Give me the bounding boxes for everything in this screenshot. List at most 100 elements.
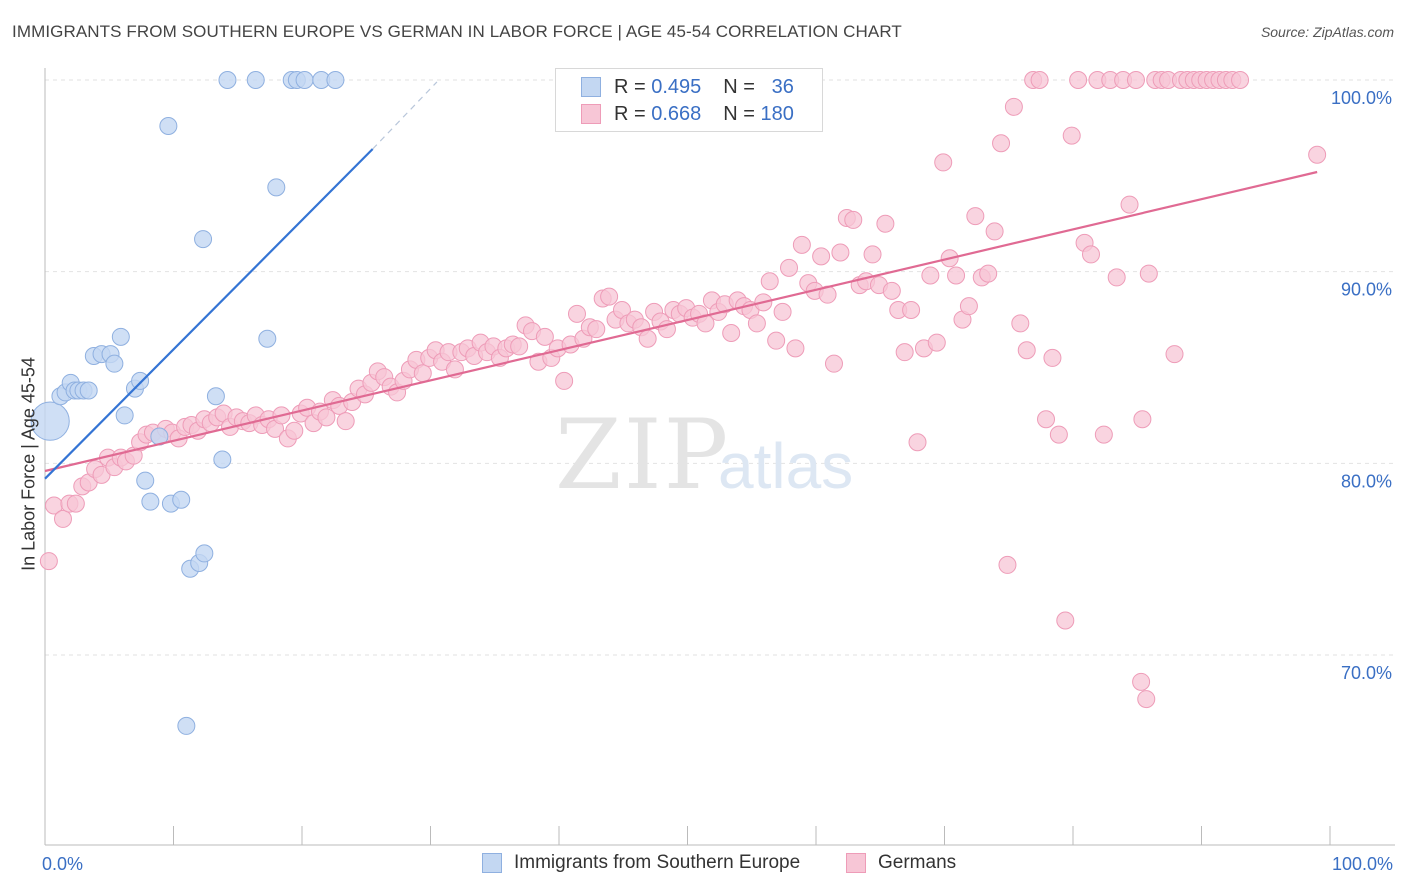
data-point-germans [600, 287, 619, 306]
chart-source: Source: ZipAtlas.com [1260, 24, 1394, 40]
data-point-germans [1126, 71, 1145, 89]
data-point-germans [831, 243, 850, 262]
data-point-southern-europe [177, 716, 196, 735]
data-point-germans [959, 297, 978, 316]
data-point-germans [1094, 425, 1113, 444]
tick-labels: 70.0% 80.0% 90.0% 100.0% 0.0% 100.0% [42, 88, 1393, 874]
legend-r-value: 0.495 [651, 75, 702, 98]
data-point-germans [413, 364, 432, 383]
chart-title: IMMIGRANTS FROM SOUTHERN EUROPE VS GERMA… [12, 22, 902, 41]
data-point-southern-europe [111, 327, 130, 346]
data-point-germans [760, 272, 779, 291]
data-point-germans [934, 153, 953, 172]
bottom-legend-label: Germans [878, 852, 957, 873]
data-point-germans [1030, 71, 1049, 89]
data-point-germans [1120, 195, 1139, 214]
bottom-legend-southern-europe: Immigrants from Southern Europe [482, 852, 800, 874]
data-point-southern-europe [131, 371, 150, 390]
legend-n-label: N = [723, 75, 755, 98]
data-point-southern-europe [79, 381, 98, 400]
data-point-germans [317, 408, 336, 427]
data-point-germans [66, 494, 85, 513]
y-tick-label: 70.0% [1341, 663, 1392, 683]
data-point-germans [555, 371, 574, 390]
data-point-germans [792, 235, 811, 254]
data-point-germans [1107, 268, 1126, 287]
data-point-germans [863, 245, 882, 264]
data-point-southern-europe [218, 71, 237, 89]
data-point-germans [1062, 126, 1081, 145]
data-point-germans [535, 327, 554, 346]
y-tick-label: 80.0% [1341, 471, 1392, 491]
data-point-germans [812, 247, 831, 266]
data-point-germans [966, 207, 985, 226]
data-point-southern-europe [136, 471, 155, 490]
series-southern-europe [30, 71, 345, 735]
data-point-southern-europe [246, 71, 265, 89]
data-point-southern-europe [105, 354, 124, 373]
y-tick-label: 100.0% [1331, 88, 1392, 108]
data-point-germans [1056, 611, 1075, 630]
data-point-germans [876, 214, 895, 233]
data-point-germans [39, 552, 58, 571]
data-point-germans [567, 304, 586, 323]
data-point-southern-europe [213, 450, 232, 469]
legend-r-label: R = [614, 102, 646, 125]
grid [45, 79, 1395, 656]
data-point-germans [998, 555, 1017, 574]
data-point-germans [336, 412, 355, 431]
bottom-legend-swatch-pink [846, 853, 866, 873]
data-point-germans [587, 320, 606, 339]
legend-r-value: 0.668 [651, 102, 702, 125]
data-point-germans [1231, 71, 1250, 89]
data-point-southern-europe [206, 387, 225, 406]
data-point-germans [747, 314, 766, 333]
legend-swatch-pink [581, 104, 601, 124]
watermark-zip: ZIP [555, 399, 730, 511]
data-point-southern-europe [295, 71, 314, 89]
data-point-germans [773, 302, 792, 321]
data-point-germans [1133, 410, 1152, 429]
legend-r-label: R = [614, 75, 646, 98]
data-point-germans [992, 134, 1011, 153]
x-tick-label: 0.0% [42, 854, 83, 874]
y-tick-label: 90.0% [1341, 280, 1392, 300]
data-point-germans [1069, 71, 1088, 89]
data-point-germans [1139, 264, 1158, 283]
data-point-germans [1037, 410, 1056, 429]
data-point-germans [902, 301, 921, 319]
data-point-germans [1004, 97, 1023, 116]
data-point-germans [908, 433, 927, 452]
data-point-germans [985, 222, 1004, 241]
trend-line-southern-europe [44, 148, 374, 480]
data-point-germans [1049, 425, 1068, 444]
data-point-germans [1165, 345, 1184, 364]
data-point-germans [895, 343, 914, 362]
data-point-germans [510, 337, 529, 356]
data-point-germans [722, 324, 741, 342]
legend-swatch-blue [581, 77, 601, 97]
data-point-southern-europe [194, 230, 213, 249]
data-point-southern-europe [267, 178, 286, 197]
legend-row-southern-europe: R = 0.495 N = 36 [581, 74, 794, 100]
data-point-germans [285, 421, 304, 440]
y-axis-title: In Labor Force | Age 45-54 [18, 357, 39, 571]
legend-n-value: 36 [771, 75, 794, 98]
data-point-germans [53, 509, 72, 528]
data-point-germans [921, 266, 940, 285]
data-point-germans [767, 331, 786, 350]
axes [44, 68, 1395, 846]
data-point-southern-europe [159, 117, 178, 135]
legend-row-germans: R = 0.668 N = 180 [581, 101, 794, 127]
data-point-germans [780, 258, 799, 277]
bottom-legend-label: Immigrants from Southern Europe [514, 852, 801, 873]
data-point-southern-europe [195, 544, 214, 563]
data-point-germans [1011, 314, 1030, 333]
legend-n-value: 180 [760, 102, 794, 125]
data-point-southern-europe [115, 406, 134, 425]
bottom-legend-germans: Germans [846, 852, 956, 874]
data-point-germans [1017, 341, 1036, 360]
data-point-germans [824, 354, 843, 373]
